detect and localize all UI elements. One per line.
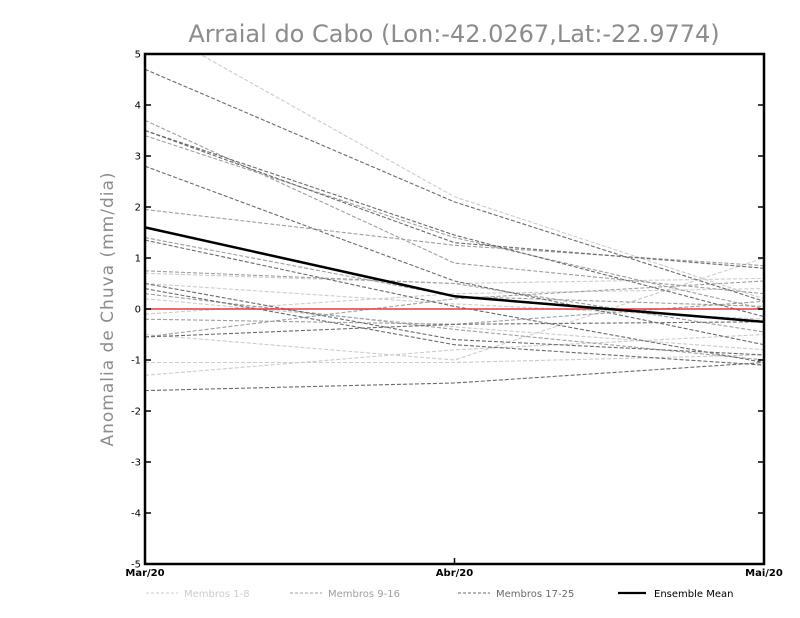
series-line-ensemble-mean: [144, 226, 765, 324]
chart-title: Arraial do Cabo (Lon:-42.0267,Lat:-22.97…: [188, 20, 719, 48]
series-line-membro-3: [145, 288, 764, 315]
series-line-membro-17: [145, 68, 764, 302]
series-line-membro-20: [145, 239, 764, 364]
y-tick-label: -4: [131, 509, 141, 520]
legend-label: Membros 1-8: [184, 589, 250, 600]
series-line-membro-19: [145, 165, 764, 346]
ensemble-mean-layer: [144, 226, 765, 324]
y-tick-label: -1: [131, 356, 141, 367]
y-tick-label: -2: [131, 407, 141, 418]
series-line-membro-10: [145, 208, 764, 267]
series-line-membro-9: [145, 135, 764, 310]
y-tick-label: 4: [135, 101, 141, 112]
series-line-membro-6: [145, 333, 764, 376]
y-tick-label: 0: [135, 305, 141, 316]
y-tick-label: 2: [135, 203, 141, 214]
legend-label: Ensemble Mean: [654, 589, 733, 600]
y-tick-label: 3: [135, 152, 141, 163]
y-tick-label: 1: [135, 254, 141, 265]
x-axis-ticks: Mar/20 Abr/20 Mai/20: [125, 558, 783, 579]
legend-label: Membros 17-25: [496, 589, 574, 600]
legend-label: Membros 9-16: [328, 589, 400, 600]
series-line-membro-13: [145, 293, 764, 361]
series-lines: [145, 54, 764, 392]
series-line-membro-5: [145, 257, 764, 361]
y-axis-label: Anomalia de Chuva (mm/dia): [98, 171, 118, 446]
series-line-membro-4: [145, 298, 764, 351]
legend: Membros 1-8 Membros 9-16 Membros 17-25 Ense…: [146, 589, 733, 600]
series-line-membro-21: [145, 282, 764, 356]
x-tick-label: Mar/20: [125, 568, 164, 579]
series-line-membro-25: [145, 288, 764, 366]
series-line-membro-23: [145, 361, 764, 392]
series-line-membro-7: [145, 354, 764, 364]
series-line-membro-12: [145, 270, 764, 333]
series-line-membro-24: [145, 129, 764, 269]
y-tick-label: -5: [131, 560, 141, 571]
series-line-membro-18: [145, 129, 764, 318]
x-tick-label: Mai/20: [745, 568, 783, 579]
y-tick-label: -3: [131, 458, 141, 469]
series-line-membro-14: [145, 280, 764, 338]
series-line-membro-22: [145, 321, 764, 338]
y-tick-label: 5: [135, 50, 141, 61]
series-line-membro-15: [145, 119, 764, 295]
x-tick-label: Abr/20: [436, 568, 473, 579]
series-line-membro-1: [198, 54, 764, 300]
y-axis-ticks: -5 -4 -3 -2 -1 0 1 2 3 4 5: [131, 50, 764, 571]
